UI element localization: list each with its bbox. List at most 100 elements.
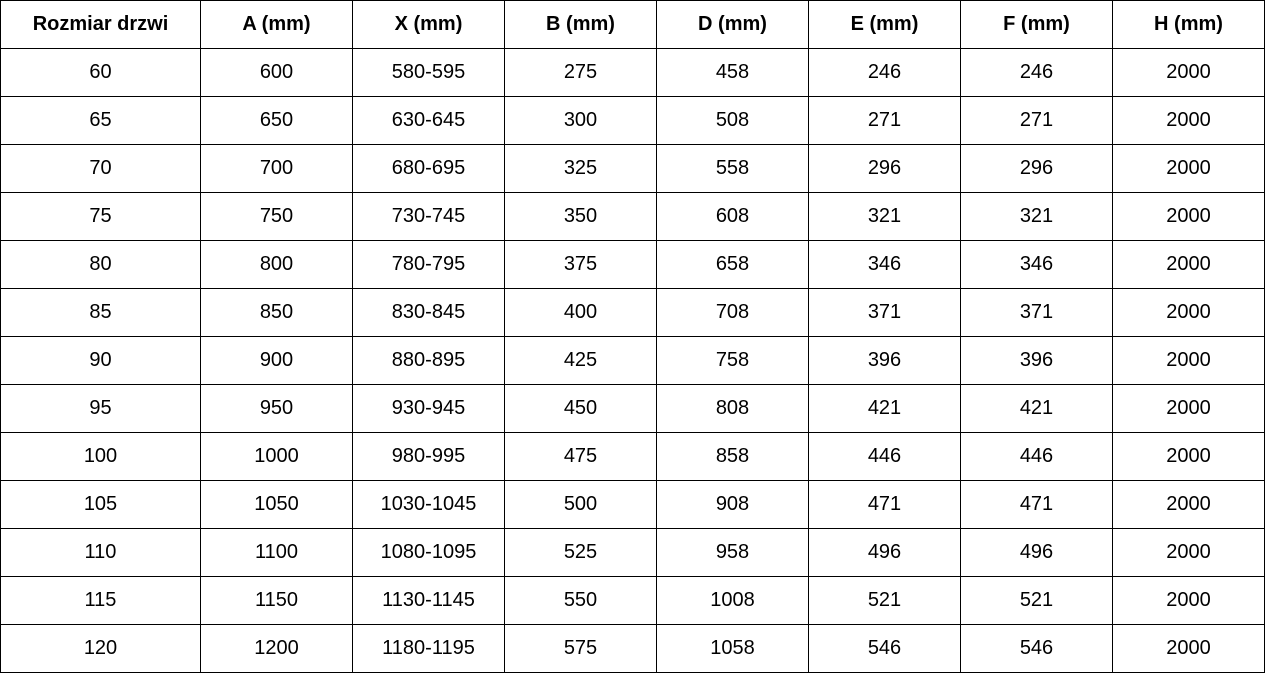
table-cell: 2000	[1112, 48, 1265, 97]
table-cell: 1080-1095	[352, 528, 505, 577]
column-header: Rozmiar drzwi	[0, 0, 201, 49]
table-cell: 546	[808, 624, 961, 673]
table-row: 65 650 630-645 300 508 271 271 2000	[0, 96, 1265, 145]
table-row: 95 950 930-945 450 808 421 421 2000	[0, 384, 1265, 433]
table-cell: 271	[960, 96, 1113, 145]
table-cell: 375	[504, 240, 657, 289]
table-cell: 880-895	[352, 336, 505, 385]
table-cell: 296	[808, 144, 961, 193]
table-cell: 630-645	[352, 96, 505, 145]
table-cell: 350	[504, 192, 657, 241]
table-cell: 275	[504, 48, 657, 97]
table-cell: 421	[960, 384, 1113, 433]
table-cell: 708	[656, 288, 809, 337]
table-row: 115 1150 1130-1145 550 1008 521 521 2000	[0, 576, 1265, 625]
table-cell: 396	[960, 336, 1113, 385]
table-cell: 1200	[200, 624, 353, 673]
table-cell: 1150	[200, 576, 353, 625]
table-cell: 950	[200, 384, 353, 433]
column-header: D (mm)	[656, 0, 809, 49]
table-row: 105 1050 1030-1045 500 908 471 471 2000	[0, 480, 1265, 529]
table-cell: 371	[808, 288, 961, 337]
table-cell: 300	[504, 96, 657, 145]
table-cell: 830-845	[352, 288, 505, 337]
table-cell: 525	[504, 528, 657, 577]
table-cell: 550	[504, 576, 657, 625]
table-cell: 458	[656, 48, 809, 97]
table-cell: 496	[960, 528, 1113, 577]
table-cell: 750	[200, 192, 353, 241]
column-header: H (mm)	[1112, 0, 1265, 49]
table-cell: 396	[808, 336, 961, 385]
table-cell: 85	[0, 288, 201, 337]
table-row: 80 800 780-795 375 658 346 346 2000	[0, 240, 1265, 289]
table-header: Rozmiar drzwi A (mm) X (mm) B (mm) D (mm) E (…	[0, 0, 1265, 49]
table-cell: 371	[960, 288, 1113, 337]
table-cell: 521	[960, 576, 1113, 625]
table-body: 60 600 580-595 275 458 246 246 2000 65 650 630-645…	[0, 48, 1265, 673]
table-cell: 95	[0, 384, 201, 433]
table-cell: 496	[808, 528, 961, 577]
table-cell: 425	[504, 336, 657, 385]
table-cell: 600	[200, 48, 353, 97]
table-cell: 1000	[200, 432, 353, 481]
table-cell: 2000	[1112, 432, 1265, 481]
table-cell: 246	[808, 48, 961, 97]
table-cell: 90	[0, 336, 201, 385]
table-cell: 580-595	[352, 48, 505, 97]
table-cell: 450	[504, 384, 657, 433]
table-cell: 558	[656, 144, 809, 193]
table-cell: 680-695	[352, 144, 505, 193]
table-cell: 325	[504, 144, 657, 193]
table-cell: 346	[808, 240, 961, 289]
table-cell: 75	[0, 192, 201, 241]
header-row: Rozmiar drzwi A (mm) X (mm) B (mm) D (mm) E (…	[0, 0, 1265, 49]
table-cell: 446	[960, 432, 1113, 481]
table-row: 60 600 580-595 275 458 246 246 2000	[0, 48, 1265, 97]
table-cell: 2000	[1112, 528, 1265, 577]
table-cell: 1058	[656, 624, 809, 673]
table-cell: 115	[0, 576, 201, 625]
table-cell: 70	[0, 144, 201, 193]
table-cell: 575	[504, 624, 657, 673]
table-cell: 808	[656, 384, 809, 433]
table-row: 100 1000 980-995 475 858 446 446 2000	[0, 432, 1265, 481]
table-cell: 650	[200, 96, 353, 145]
table-cell: 1180-1195	[352, 624, 505, 673]
table-cell: 2000	[1112, 480, 1265, 529]
table-cell: 2000	[1112, 288, 1265, 337]
table-cell: 246	[960, 48, 1113, 97]
table-cell: 296	[960, 144, 1113, 193]
table-cell: 2000	[1112, 384, 1265, 433]
table-cell: 500	[504, 480, 657, 529]
table-cell: 908	[656, 480, 809, 529]
table-cell: 850	[200, 288, 353, 337]
column-header: A (mm)	[200, 0, 353, 49]
table-cell: 2000	[1112, 96, 1265, 145]
table-cell: 608	[656, 192, 809, 241]
table-cell: 475	[504, 432, 657, 481]
table-cell: 800	[200, 240, 353, 289]
table-cell: 2000	[1112, 240, 1265, 289]
table-cell: 508	[656, 96, 809, 145]
table-cell: 110	[0, 528, 201, 577]
table-cell: 780-795	[352, 240, 505, 289]
table-cell: 730-745	[352, 192, 505, 241]
table-row: 75 750 730-745 350 608 321 321 2000	[0, 192, 1265, 241]
table-cell: 400	[504, 288, 657, 337]
table-cell: 858	[656, 432, 809, 481]
column-header: B (mm)	[504, 0, 657, 49]
table-cell: 2000	[1112, 576, 1265, 625]
table-row: 85 850 830-845 400 708 371 371 2000	[0, 288, 1265, 337]
table-cell: 65	[0, 96, 201, 145]
table-cell: 700	[200, 144, 353, 193]
table-cell: 321	[960, 192, 1113, 241]
table-cell: 521	[808, 576, 961, 625]
table-cell: 980-995	[352, 432, 505, 481]
table-cell: 271	[808, 96, 961, 145]
table-cell: 2000	[1112, 192, 1265, 241]
table-cell: 471	[960, 480, 1113, 529]
table-cell: 958	[656, 528, 809, 577]
table-cell: 421	[808, 384, 961, 433]
table-cell: 446	[808, 432, 961, 481]
